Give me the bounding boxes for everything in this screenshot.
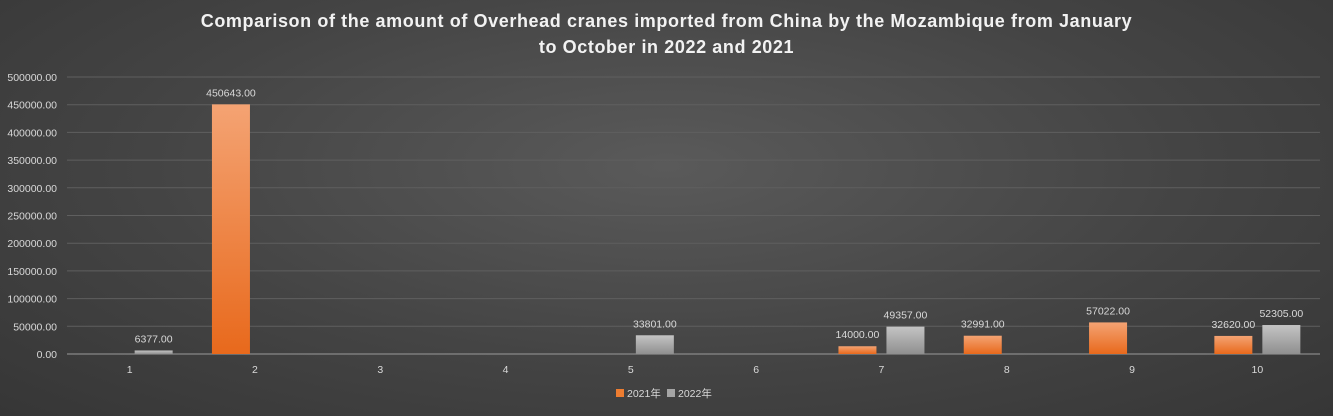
data-label: 450643.00	[206, 87, 256, 99]
y-tick-label: 450000.00	[7, 100, 57, 112]
data-label: 33801.00	[633, 318, 677, 330]
y-tick-label: 100000.00	[7, 294, 57, 306]
bar	[1214, 335, 1253, 354]
x-tick-label: 8	[1004, 364, 1010, 376]
bar	[838, 346, 877, 354]
data-label: 52305.00	[1259, 308, 1303, 320]
bar	[635, 335, 674, 354]
data-label: 14000.00	[836, 329, 880, 341]
bar	[886, 326, 925, 354]
data-label: 49357.00	[884, 310, 928, 322]
y-tick-label: 200000.00	[7, 238, 57, 250]
bar	[1089, 322, 1128, 354]
bar	[211, 104, 250, 354]
x-tick-label: 10	[1252, 364, 1264, 376]
legend-swatch	[667, 389, 675, 397]
data-label: 32991.00	[961, 319, 1005, 331]
x-tick-label: 4	[503, 364, 509, 376]
y-tick-label: 500000.00	[7, 72, 57, 84]
x-tick-label: 7	[879, 364, 885, 376]
legend-label: 2021年	[627, 387, 661, 400]
y-tick-label: 400000.00	[7, 127, 57, 139]
data-label: 57022.00	[1086, 305, 1130, 317]
x-tick-label: 2	[252, 364, 258, 376]
bar	[963, 335, 1002, 354]
data-label: 6377.00	[135, 333, 173, 345]
y-tick-label: 350000.00	[7, 155, 57, 167]
x-tick-label: 6	[753, 364, 759, 376]
y-tick-label: 250000.00	[7, 211, 57, 223]
legend-swatch	[616, 389, 624, 397]
data-label: 32620.00	[1211, 319, 1255, 331]
bar	[134, 350, 173, 354]
y-tick-label: 150000.00	[7, 266, 57, 278]
bar	[1262, 325, 1301, 354]
x-tick-label: 5	[628, 364, 634, 376]
x-tick-label: 3	[377, 364, 383, 376]
chart-title-line-2: to October in 2022 and 2021	[538, 37, 795, 57]
y-tick-label: 300000.00	[7, 183, 57, 195]
legend-label: 2022年	[678, 387, 712, 400]
y-tick-label: 50000.00	[13, 321, 57, 333]
x-tick-label: 9	[1129, 364, 1135, 376]
chart-title-line-1: Comparison of the amount of Overhead cra…	[200, 11, 1133, 31]
x-tick-label: 1	[127, 364, 133, 376]
y-tick-label: 0.00	[37, 349, 58, 361]
